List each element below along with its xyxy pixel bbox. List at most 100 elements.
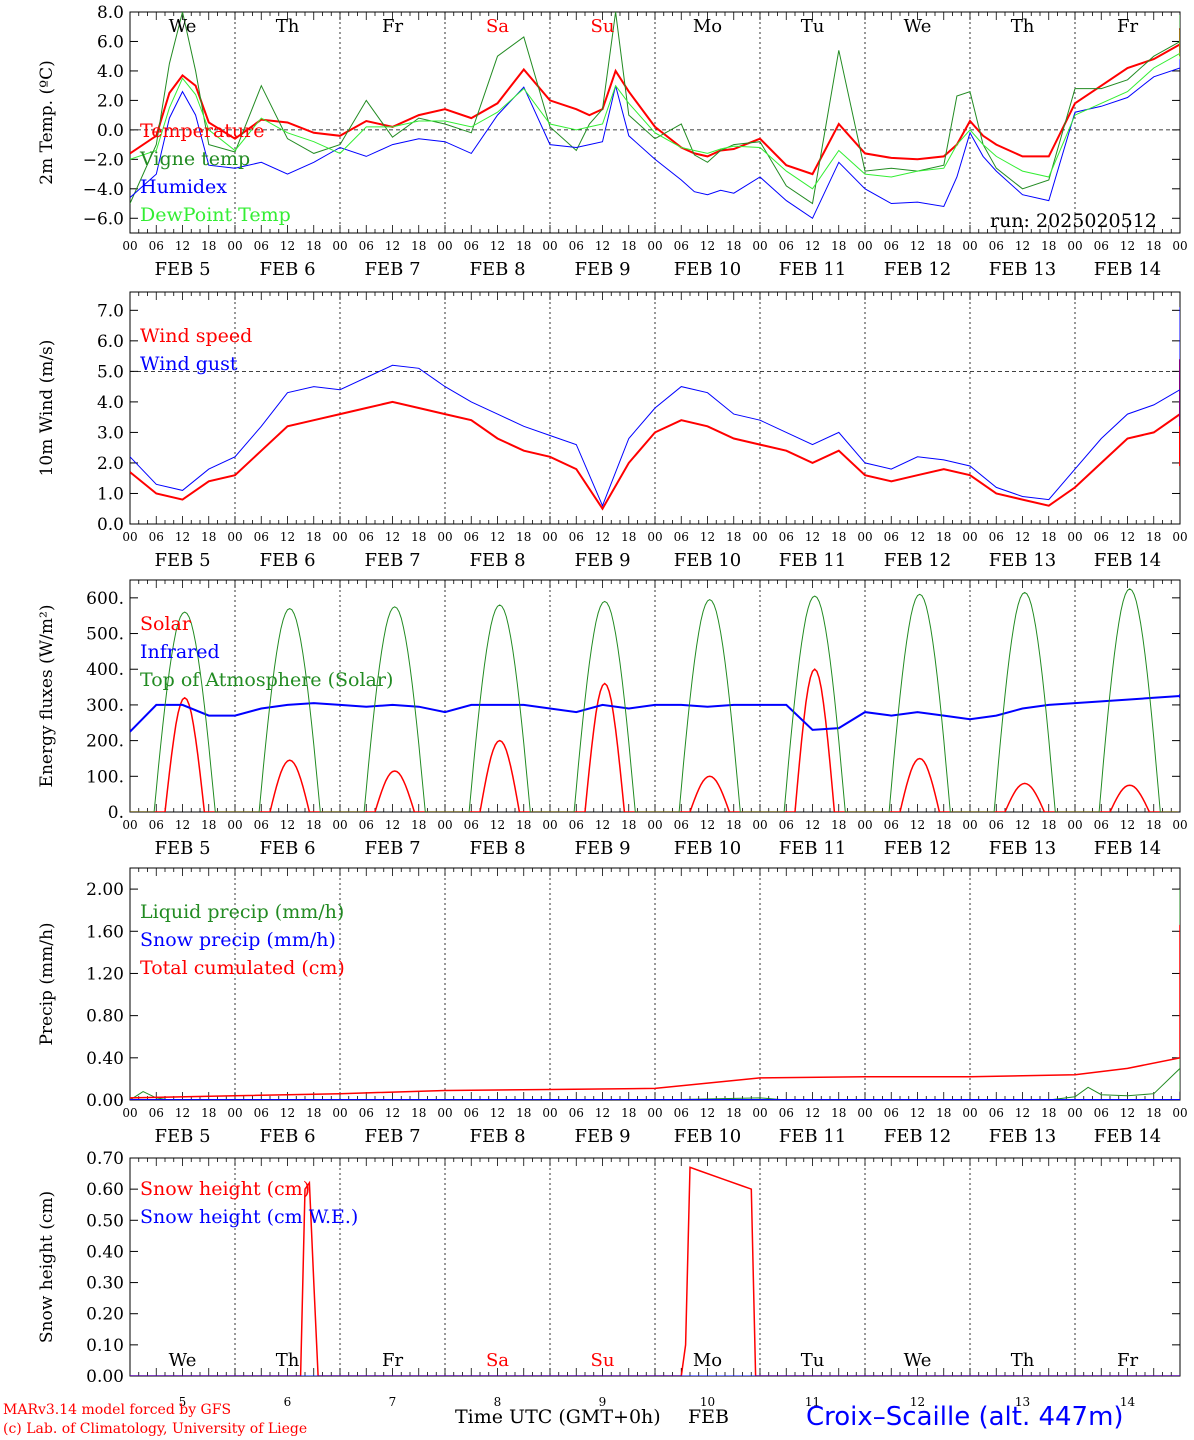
hour-tick-label: 18 — [936, 818, 951, 832]
date-label: FEB 13 — [989, 550, 1056, 571]
y-tick-label: 0.40 — [86, 1049, 124, 1069]
date-label: FEB 14 — [1094, 259, 1161, 280]
credit-line-2: (c) Lab. of Climatology, University of L… — [3, 1421, 308, 1437]
hour-tick-label: 06 — [779, 239, 794, 253]
hour-tick-label: 00 — [437, 1106, 452, 1120]
date-label: FEB 11 — [779, 838, 846, 859]
date-label: FEB 6 — [259, 550, 315, 571]
hour-tick-label: 06 — [149, 818, 164, 832]
hour-tick-label: 12 — [595, 1106, 610, 1120]
day-abbr-label: Su — [591, 1350, 615, 1371]
hour-tick-label: 18 — [726, 530, 741, 544]
legend-entry: Vigne temp — [139, 148, 250, 170]
y-axis-label: Precip (mm/h) — [37, 922, 57, 1045]
hour-tick-label: 12 — [910, 818, 925, 832]
hour-tick-label: 18 — [1146, 1106, 1161, 1120]
hour-tick-label: 06 — [569, 239, 584, 253]
hour-tick-label: 00 — [332, 1106, 347, 1120]
credit-line-1: MARv3.14 model forced by GFS — [3, 1402, 232, 1418]
y-tick-label: 200. — [86, 732, 124, 752]
y-tick-label: 6.0 — [97, 332, 124, 352]
hour-tick-label: 18 — [516, 530, 531, 544]
hour-tick-label: 12 — [805, 818, 820, 832]
hour-tick-label: 06 — [464, 239, 479, 253]
hour-tick-label: 18 — [1146, 818, 1161, 832]
hour-tick-label: 18 — [411, 530, 426, 544]
y-tick-label: 3.0 — [97, 423, 124, 443]
date-label: FEB 10 — [674, 1126, 741, 1147]
hour-tick-label: 18 — [516, 1106, 531, 1120]
hour-tick-label: 06 — [254, 530, 269, 544]
hour-tick-label: 18 — [201, 530, 216, 544]
y-tick-label: 7.0 — [97, 301, 124, 321]
panel-5 — [129, 1157, 1181, 1377]
hour-tick-label: 06 — [989, 1106, 1004, 1120]
series-line-total-cumulated-cm — [130, 924, 1180, 1099]
series-line-humidex — [130, 32, 1180, 220]
y-tick-label: 0.00 — [86, 1367, 124, 1387]
day-number-label: 12 — [910, 1395, 925, 1409]
date-label: FEB 11 — [779, 550, 846, 571]
hour-tick-label: 06 — [569, 1106, 584, 1120]
hour-tick-label: 00 — [962, 530, 977, 544]
hour-tick-label: 18 — [726, 1106, 741, 1120]
legend-entry: Solar — [140, 613, 192, 635]
hour-tick-label: 12 — [1015, 1106, 1030, 1120]
date-label: FEB 9 — [574, 259, 630, 280]
hour-tick-label: 12 — [385, 818, 400, 832]
y-tick-label: 0.50 — [86, 1211, 124, 1231]
legend-entry: Wind gust — [140, 353, 238, 375]
date-label: FEB 7 — [364, 1126, 420, 1147]
day-abbr-label: Sa — [486, 1350, 509, 1371]
date-label: FEB 11 — [779, 1126, 846, 1147]
hour-tick-label: 06 — [674, 818, 689, 832]
date-label: FEB 5 — [154, 1126, 210, 1147]
date-label: FEB 9 — [574, 550, 630, 571]
hour-tick-label: 06 — [989, 818, 1004, 832]
day-abbr-label: Sa — [486, 16, 509, 37]
day-abbr-label: We — [904, 16, 932, 37]
legend-entry: Liquid precip (mm/h) — [140, 901, 344, 923]
day-abbr-label: Fr — [1117, 1350, 1138, 1371]
day-abbr-label: Th — [1011, 16, 1035, 37]
series-line-wind-speed — [130, 359, 1180, 511]
hour-tick-label: 06 — [779, 530, 794, 544]
hour-tick-label: 18 — [1146, 530, 1161, 544]
legend-entry: Infrared — [140, 641, 220, 663]
hour-tick-label: 06 — [779, 1106, 794, 1120]
day-number-label: 6 — [284, 1395, 292, 1409]
hour-tick-label: 06 — [884, 1106, 899, 1120]
y-tick-label: 0.0 — [97, 515, 124, 535]
series-line-top-of-atmosphere-solar — [130, 588, 1178, 812]
hour-tick-label: 18 — [831, 239, 846, 253]
hour-tick-label: 18 — [831, 818, 846, 832]
y-tick-label: −2.0 — [83, 150, 124, 170]
date-label: FEB 14 — [1094, 838, 1161, 859]
y-tick-label: 1.20 — [86, 964, 124, 984]
hour-tick-label: 12 — [595, 239, 610, 253]
hour-tick-label: 12 — [490, 1106, 505, 1120]
date-label: FEB 5 — [154, 550, 210, 571]
hour-tick-label: 12 — [280, 239, 295, 253]
day-abbr-label: We — [169, 16, 197, 37]
date-label: FEB 7 — [364, 550, 420, 571]
hour-tick-label: 18 — [621, 818, 636, 832]
y-tick-label: 600. — [86, 589, 124, 609]
y-tick-label: 2.0 — [97, 454, 124, 474]
date-label: FEB 9 — [574, 838, 630, 859]
hour-tick-label: 00 — [857, 239, 872, 253]
hour-tick-label: 18 — [621, 530, 636, 544]
hour-tick-label: 18 — [1041, 1106, 1056, 1120]
day-number-label: 8 — [494, 1395, 502, 1409]
date-label: FEB 12 — [884, 259, 951, 280]
day-abbr-label: Fr — [382, 1350, 403, 1371]
hour-tick-label: 12 — [805, 239, 820, 253]
hour-tick-label: 06 — [254, 818, 269, 832]
hour-tick-label: 06 — [464, 530, 479, 544]
hour-tick-label: 18 — [201, 1106, 216, 1120]
hour-tick-label: 18 — [936, 1106, 951, 1120]
date-label: FEB 14 — [1094, 1126, 1161, 1147]
y-tick-label: 8.0 — [97, 3, 124, 23]
hour-tick-label: 12 — [175, 530, 190, 544]
day-abbr-label: Th — [276, 16, 300, 37]
